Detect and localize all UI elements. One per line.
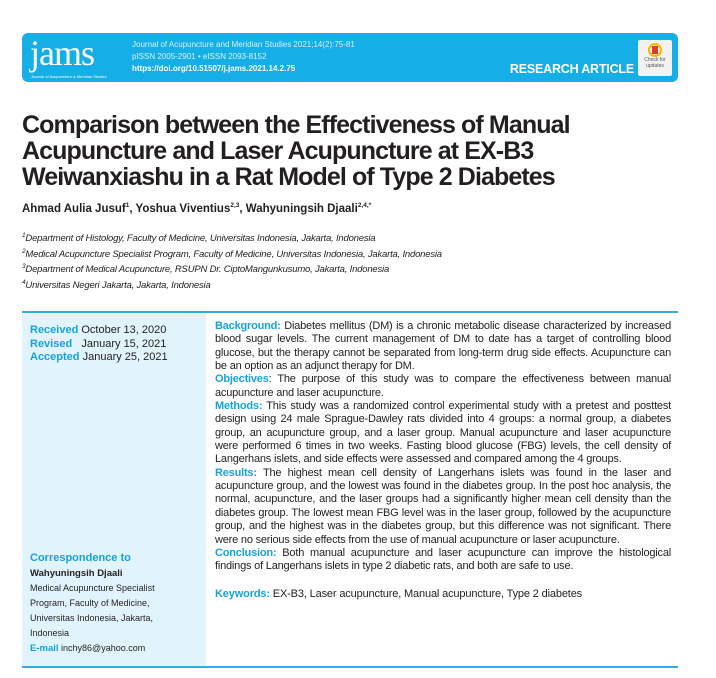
abstract-methods: Methods: This study was a randomized con… [215,400,671,466]
title-line: Weiwanxiashu in a Rat Model of Type 2 Di… [22,163,556,191]
date-revised: Revised January 15, 2021 [30,337,167,350]
address-line: Indonesia [30,628,70,638]
abstract-conclusion: Conclusion: Both manual acupuncture and … [215,546,672,573]
issn: pISSN 2005-2901 • eISSN 2093-8152 [132,52,267,61]
email-link[interactable]: inchy86@yahoo.com [61,643,146,653]
date-accepted: Accepted January 25, 2021 [30,351,168,363]
article-type: RESEARCH ARTICLE [509,62,634,76]
check-updates-icon [648,43,662,57]
logo-subtitle: Journal of Acupuncture & Meridian Studie… [31,74,107,79]
author-list: Ahmad Aulia Jusuf1, Yoshua Viventius2,3,… [22,202,372,215]
abstract: Background: Diabetes mellitus (DM) is a … [215,320,671,574]
address-line: Universitas Indonesia, Jakarta, [30,613,154,623]
affiliation: 2Medical Acupuncture Specialist Program,… [22,247,442,260]
check-for-updates-button[interactable]: Check for updates [638,40,672,76]
info-and-abstract: Received October 13, 2020 Revised Januar… [22,314,678,666]
abstract-results: Results: The highest mean cell density o… [215,466,671,546]
correspondence-label: Correspondence to [30,552,131,564]
article-dates: Received October 13, 2020 Revised Januar… [30,324,198,365]
affiliations: 1Department of Histology, Faculty of Med… [22,231,442,293]
address-line: Program, Faculty of Medicine, [30,598,150,608]
bottom-divider [22,666,678,668]
check-updates-label: Check for [644,57,666,63]
affiliation: 1Department of Histology, Faculty of Med… [22,231,376,244]
date-received: Received October 13, 2020 [30,324,167,336]
journal-logo: jams [30,33,95,73]
article-title: Comparison between the Effectiveness of … [22,111,571,191]
journal-citation: Journal of Acupuncture and Meridian Stud… [132,40,355,49]
author: Ahmad Aulia Jusuf1, [22,202,136,215]
check-updates-label: updates [646,63,664,69]
abstract-objectives: Objectives: The purpose of this study wa… [215,373,671,399]
title-line: Comparison between the Effectiveness of … [22,111,571,139]
article-info-sidebar: Received October 13, 2020 Revised Januar… [22,314,206,666]
correspondence-name: Wahyuningsih Djaali [30,568,123,579]
journal-info: Journal of Acupuncture and Meridian Stud… [132,39,355,75]
doi-link[interactable]: https://doi.org/10.51507/j.jams.2021.14.… [132,64,296,73]
affiliation: 4Universitas Negeri Jakarta, Jakarta, In… [22,278,211,291]
abstract-background: Background: Diabetes mellitus (DM) is a … [215,320,671,373]
top-divider [22,311,678,313]
author: Yoshua Viventius2,3, [135,202,246,215]
correspondence: Correspondence to Wahyuningsih Djaali Me… [30,551,198,656]
abstract-column: Background: Diabetes mellitus (DM) is a … [215,314,671,666]
affiliation: 3Department of Medical Acupuncture, RSUP… [22,262,390,275]
author: Wahyuningsih Djaali2,4,* [245,202,372,215]
title-line: Acupuncture and Laser Acupuncture at EX-… [22,137,534,165]
address-line: Medical Acupuncture Specialist [30,583,155,593]
email: E-mail inchy86@yahoo.com [30,643,146,654]
journal-banner: jams Journal of Acupuncture & Meridian S… [22,33,678,82]
article-front-matter: Received October 13, 2020 Revised Januar… [22,314,678,668]
keywords: Keywords: EX-B3, Laser acupuncture, Manu… [215,587,583,600]
